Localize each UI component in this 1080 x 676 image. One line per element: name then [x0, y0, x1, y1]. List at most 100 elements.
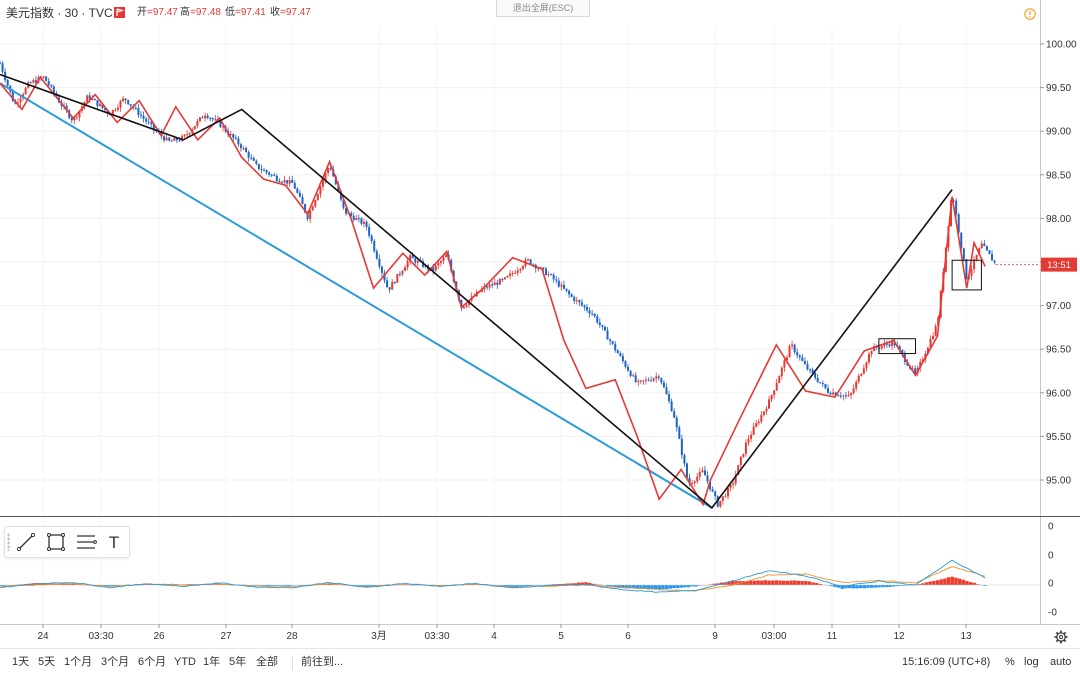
candle-body: [150, 122, 153, 125]
range-1y-button[interactable]: 1年: [203, 656, 221, 668]
candle-body: [770, 395, 773, 400]
candle-body: [644, 379, 647, 381]
candle-body: [34, 80, 37, 83]
symbol-title[interactable]: 美元指数 · 30 · TVC: [6, 6, 113, 20]
candle-body: [768, 399, 771, 409]
candle-body: [727, 487, 729, 497]
x-tick-label: 27: [220, 631, 232, 642]
macd-hist-bar: [833, 585, 837, 588]
macd-hist-bar: [503, 585, 508, 587]
candle-body: [660, 378, 663, 383]
candle-body: [163, 136, 166, 141]
range-5y-button[interactable]: 5年: [229, 656, 247, 668]
y-tick-label: 96.00: [1046, 388, 1071, 399]
macd-hist-bar: [961, 579, 965, 585]
clock-display[interactable]: 15:16:09 (UTC+8): [902, 656, 991, 668]
macd-tick-label: 0: [1048, 551, 1054, 562]
candle-body: [380, 266, 383, 273]
range-6m-button[interactable]: 6个月: [138, 656, 167, 668]
candle-body: [234, 137, 237, 139]
candle-body: [73, 117, 76, 121]
candle-body: [152, 124, 155, 130]
line-tool-icon[interactable]: [15, 531, 37, 553]
candle-body: [691, 482, 694, 484]
candle-body: [855, 381, 858, 389]
candle-body: [591, 313, 594, 315]
fib-retracement-tool-icon[interactable]: [75, 531, 97, 553]
text-tool-icon[interactable]: T: [103, 531, 125, 553]
x-tick-label: 12: [893, 631, 905, 642]
macd-hist-bar: [533, 585, 537, 586]
alert-icon[interactable]: [1024, 8, 1036, 20]
candle-body: [386, 280, 389, 288]
candle-body: [96, 100, 99, 107]
candle-body: [883, 343, 886, 347]
candle-body: [296, 188, 299, 193]
candle-body: [693, 481, 696, 483]
y-tick-label: 95.50: [1046, 432, 1071, 443]
range-1m-button[interactable]: 1个月: [64, 656, 93, 668]
candle-body: [11, 91, 14, 102]
percent-scale-toggle[interactable]: %: [1005, 656, 1015, 668]
candle-body: [683, 455, 686, 464]
candle-body: [219, 120, 222, 128]
price-chart[interactable]: 100.0099.5099.0098.5098.0097.5097.0096.5…: [0, 0, 1080, 648]
candle-body: [186, 134, 189, 136]
macd-hist-bar: [763, 580, 768, 585]
auto-scale-toggle[interactable]: auto: [1050, 656, 1072, 668]
zigzag-red[interactable]: [0, 75, 986, 507]
current-price-badge[interactable]: [1041, 257, 1077, 272]
candle-body: [278, 180, 281, 183]
ohlc-high: 高=97.48: [180, 7, 221, 18]
log-scale-toggle[interactable]: log: [1024, 656, 1039, 668]
price-axis-bg[interactable]: [1040, 0, 1080, 648]
channel-line[interactable]: [0, 82, 713, 509]
candle-body: [632, 375, 635, 377]
candle-body: [383, 272, 386, 281]
range-1d-button[interactable]: 1天: [12, 656, 30, 668]
candle-body: [283, 180, 286, 183]
candle-body: [806, 364, 809, 370]
candle-body: [175, 137, 178, 141]
candle-body: [762, 411, 765, 416]
candle-body: [70, 117, 73, 121]
box-annotation[interactable]: [878, 338, 916, 355]
macd-hist-bar: [858, 585, 863, 589]
candle-body: [142, 115, 145, 119]
range-3m-button[interactable]: 3个月: [101, 656, 130, 668]
y-tick-label: 97.00: [1046, 301, 1071, 312]
candle-body: [188, 133, 191, 135]
flag-icon[interactable]: [114, 7, 125, 18]
candle-body: [634, 375, 637, 382]
range-ytd-button[interactable]: YTD: [174, 656, 196, 668]
gear-icon[interactable]: [1054, 630, 1068, 644]
macd-hist-bar: [269, 585, 273, 587]
candle-body: [516, 270, 519, 273]
candle-body: [598, 322, 601, 325]
range-5d-button[interactable]: 5天: [38, 656, 56, 668]
candle-body: [642, 380, 645, 382]
exit-fullscreen-button[interactable]: 退出全屏(ESC): [496, 0, 590, 17]
candle-body: [773, 390, 776, 396]
macd-hist-bar: [606, 585, 610, 587]
candle-body: [229, 134, 232, 136]
rectangle-tool-icon[interactable]: [45, 531, 67, 553]
candle-body: [0, 63, 1, 65]
box-annotation[interactable]: [951, 259, 982, 291]
candle-body: [583, 305, 586, 307]
candle-body: [978, 248, 981, 255]
candle-body: [911, 368, 914, 370]
toolbar-drag-handle[interactable]: [7, 533, 10, 551]
goto-date-button[interactable]: 前往到...: [301, 656, 344, 668]
candle-body: [711, 489, 714, 492]
zigzag-black[interactable]: [0, 73, 953, 510]
x-tick-label: 4: [491, 631, 497, 642]
macd-hist-bar: [580, 582, 585, 585]
candle-body: [650, 380, 653, 382]
range-all-button[interactable]: 全部: [256, 656, 278, 668]
macd-hist-bar: [511, 585, 515, 588]
macd-hist-bar: [115, 585, 119, 586]
candle-body: [991, 254, 994, 261]
candle-body: [514, 272, 517, 274]
candle-body: [493, 282, 496, 286]
